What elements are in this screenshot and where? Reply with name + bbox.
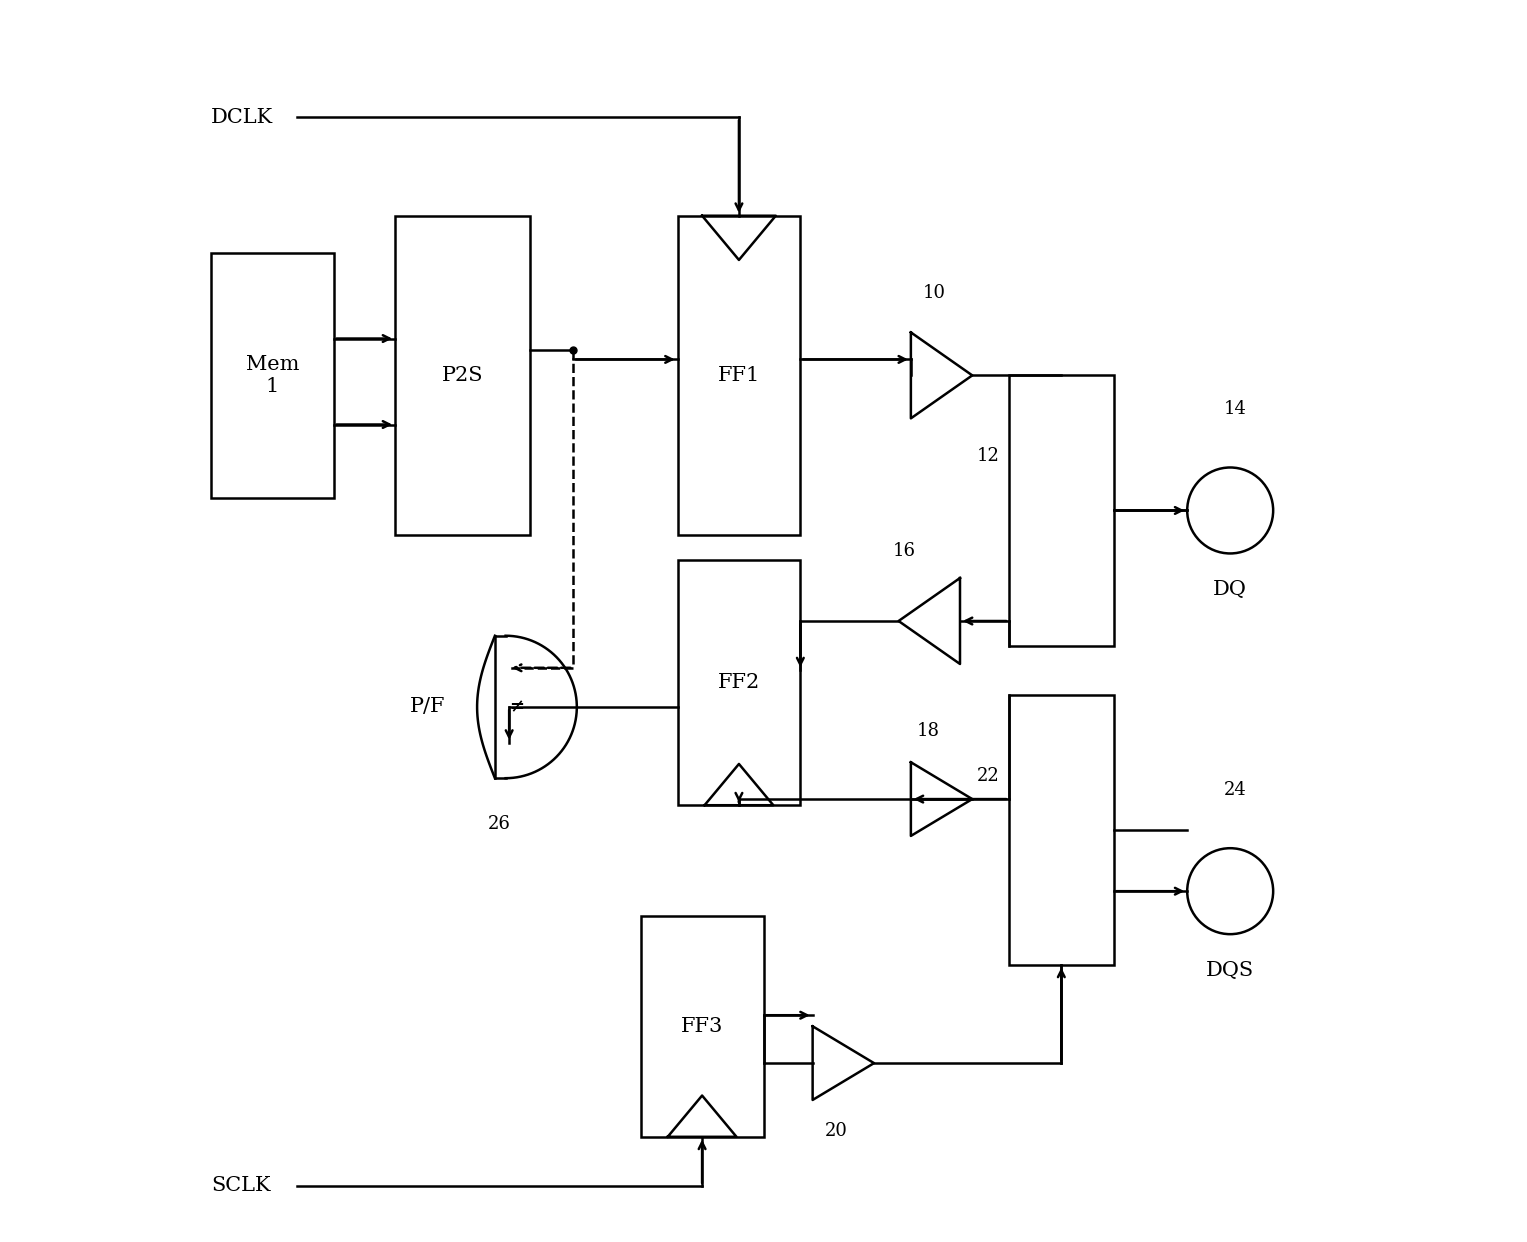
Text: 14: 14 xyxy=(1225,400,1248,419)
Text: 18: 18 xyxy=(918,722,941,740)
Text: 12: 12 xyxy=(976,447,999,466)
Text: P/F: P/F xyxy=(411,698,446,717)
Text: P2S: P2S xyxy=(441,366,484,385)
Text: FF2: FF2 xyxy=(718,673,760,692)
Text: 20: 20 xyxy=(825,1122,847,1140)
Bar xyxy=(678,216,800,535)
Bar xyxy=(1009,375,1113,646)
Bar xyxy=(678,560,800,805)
Bar xyxy=(1009,694,1113,965)
Bar xyxy=(641,915,764,1136)
Text: 26: 26 xyxy=(489,815,512,833)
Text: DQS: DQS xyxy=(1206,961,1254,980)
Text: ≠: ≠ xyxy=(508,698,524,715)
Text: 22: 22 xyxy=(977,766,999,785)
Text: 16: 16 xyxy=(892,542,916,560)
Text: SCLK: SCLK xyxy=(211,1176,270,1196)
Text: DQ: DQ xyxy=(1214,580,1248,600)
Text: 24: 24 xyxy=(1225,781,1246,799)
Text: FF3: FF3 xyxy=(681,1017,724,1036)
Text: Mem
1: Mem 1 xyxy=(246,355,299,396)
Text: FF1: FF1 xyxy=(718,366,760,385)
Text: DCLK: DCLK xyxy=(211,108,273,127)
Bar xyxy=(395,216,530,535)
Text: 10: 10 xyxy=(924,283,947,302)
Bar xyxy=(211,252,334,498)
